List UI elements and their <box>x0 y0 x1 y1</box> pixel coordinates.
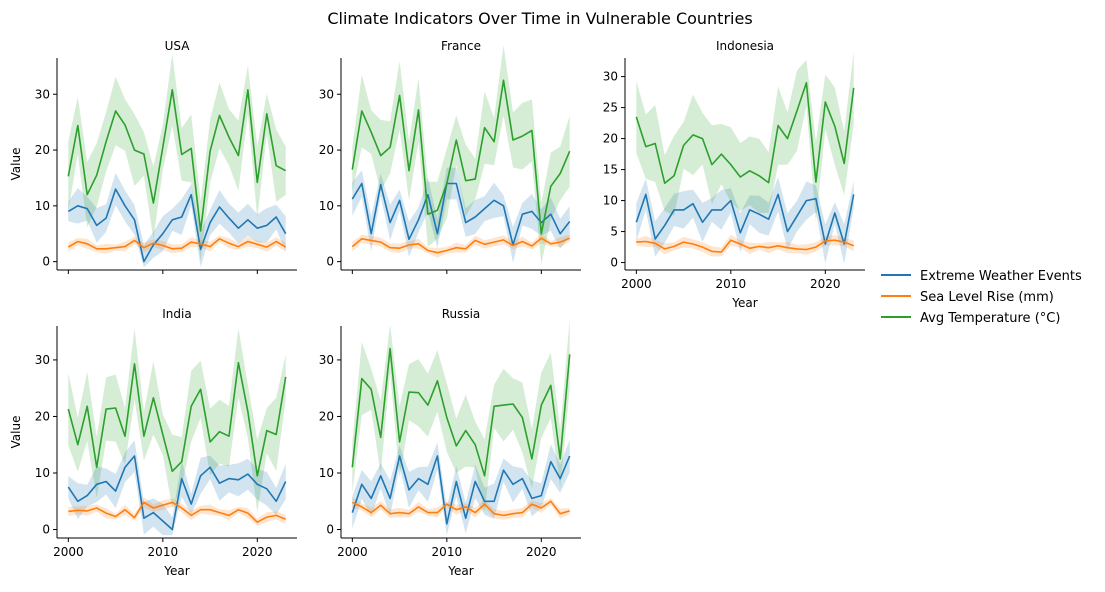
x-tick-label: 2010 <box>716 277 747 291</box>
panel-title: France <box>441 39 481 53</box>
line-events <box>351 182 571 246</box>
line-temp <box>67 89 287 232</box>
x-tick-label: 2000 <box>337 545 368 559</box>
line-sea <box>67 238 287 250</box>
y-tick-label: 0 <box>610 256 618 270</box>
panel-title: USA <box>165 39 191 53</box>
y-tick-label: 10 <box>35 466 50 480</box>
line-sea <box>636 239 854 253</box>
x-tick-label: 2000 <box>53 545 84 559</box>
legend-label-temp: Avg Temperature (°C) <box>920 311 1060 326</box>
facet-2: 0 5 10 15 20 25 30 2000 2010 2020 Indonesia Year <box>603 39 865 310</box>
band-temp <box>636 51 854 222</box>
facet-0: 0 10 20 30 USA Value <box>9 39 297 274</box>
band-events <box>352 439 570 536</box>
panel-title: Indonesia <box>716 39 774 53</box>
y-tick-label: 30 <box>35 87 50 101</box>
y-tick-label: 30 <box>35 353 50 367</box>
legend-label-events: Extreme Weather Events <box>920 269 1082 284</box>
y-tick-label: 25 <box>603 101 618 115</box>
line-events <box>635 193 855 245</box>
band-events <box>68 440 286 536</box>
band-sea <box>68 235 286 254</box>
y-tick-label: 20 <box>35 143 50 157</box>
line-sea <box>351 237 571 254</box>
y-tick-label: 10 <box>319 466 334 480</box>
x-tick-label: 2000 <box>621 277 652 291</box>
x-tick-label: 2020 <box>526 545 557 559</box>
band-temp <box>68 54 286 262</box>
y-tick-label: 10 <box>603 194 618 208</box>
x-tick-label: 2010 <box>148 545 179 559</box>
x-axis-label: Year <box>447 564 473 578</box>
legend-label-sea: Sea Level Rise (mm) <box>920 290 1054 305</box>
band-temp <box>352 45 570 265</box>
line-events <box>67 455 287 531</box>
facet-4: 0 10 20 30 2000 2010 2020 Russia Year <box>319 307 581 578</box>
facet-panels: 0 10 20 30 USA Value 0 10 20 30 France 0 5 10 15 20 25 30… <box>9 39 865 578</box>
y-tick-label: 10 <box>35 199 50 213</box>
y-tick-label: 30 <box>319 87 334 101</box>
y-axis-label: Value <box>9 148 23 181</box>
figure-title: Climate Indicators Over Time in Vulnerab… <box>327 9 752 28</box>
line-temp <box>635 82 855 184</box>
band-temp <box>68 328 286 512</box>
y-tick-label: 0 <box>42 255 50 269</box>
line-events <box>351 455 571 525</box>
y-tick-label: 0 <box>42 523 50 537</box>
y-tick-label: 30 <box>603 70 618 84</box>
line-temp <box>67 361 287 477</box>
y-tick-label: 10 <box>319 199 334 213</box>
legend: Extreme Weather Events Sea Level Rise (m… <box>881 269 1082 326</box>
facet-1: 0 10 20 30 France <box>319 39 581 274</box>
y-axis-label: Value <box>9 416 23 449</box>
y-tick-label: 30 <box>319 353 334 367</box>
x-axis-label: Year <box>731 296 757 310</box>
band-events <box>68 172 286 268</box>
line-temp <box>351 79 571 235</box>
y-tick-label: 15 <box>603 163 618 177</box>
facet-3: 0 10 20 30 2000 2010 2020 India Year Value <box>9 307 297 578</box>
x-tick-label: 2020 <box>242 545 273 559</box>
panel-title: India <box>162 307 191 321</box>
line-sea <box>68 501 287 524</box>
y-tick-label: 20 <box>319 409 334 423</box>
line-events <box>67 188 287 263</box>
x-axis-label: Year <box>163 564 189 578</box>
band-sea <box>352 233 570 258</box>
y-tick-label: 0 <box>326 255 334 269</box>
y-tick-label: 5 <box>610 225 618 239</box>
line-sea <box>351 500 570 517</box>
x-tick-label: 2010 <box>432 545 463 559</box>
y-tick-label: 20 <box>35 409 50 423</box>
band-temp <box>352 319 570 513</box>
y-tick-label: 0 <box>326 523 334 537</box>
y-tick-label: 20 <box>603 132 618 146</box>
x-tick-label: 2020 <box>810 277 841 291</box>
y-tick-label: 20 <box>319 143 334 157</box>
panel-title: Russia <box>442 307 481 321</box>
line-temp <box>351 347 571 477</box>
